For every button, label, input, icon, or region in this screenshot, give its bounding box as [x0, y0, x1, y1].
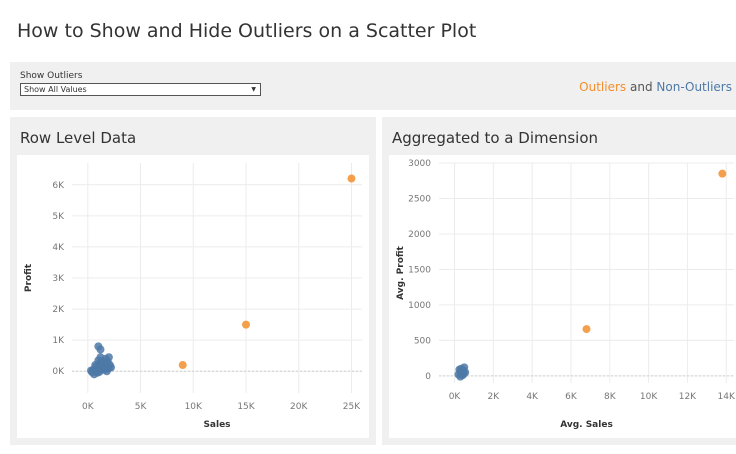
x-tick-label: 6K [565, 392, 578, 402]
x-tick-label: 4K [526, 392, 539, 402]
outlier-point[interactable] [347, 174, 356, 183]
row-level-title: Row Level Data [20, 129, 137, 147]
y-tick-label: 1000 [408, 301, 431, 311]
y-tick-label: 2K [52, 305, 65, 315]
y-tick-label: 500 [414, 336, 431, 346]
row-level-plot-area: 0K 5K 10K 15K 20K 25K 0K 1K 2K 3K 4K 5K 6K Sales Profi… [17, 155, 369, 438]
page-title: How to Show and Hide Outliers on a Scatt… [17, 20, 477, 42]
legend-non-outliers[interactable]: Non-Outliers [656, 80, 732, 94]
x-tick-label: 10K [185, 402, 203, 412]
outlier-point[interactable] [718, 169, 727, 178]
dropdown-value: Show All Values [24, 85, 87, 94]
row-level-scatter-chart[interactable]: 0K 5K 10K 15K 20K 25K 0K 1K 2K 3K 4K 5K 6K Sales Profi… [17, 155, 369, 438]
y-tick-label: 1500 [408, 265, 431, 275]
aggregated-title: Aggregated to a Dimension [392, 129, 599, 147]
y-axis-label: Avg. Profit [396, 245, 406, 299]
aggregated-scatter-chart[interactable]: 0K 2K 4K 6K 8K 10K 12K 14K 0 500 1000 1500 2000 2500 3… [389, 155, 736, 438]
row-level-panel: Row Level Data 0K 5K 10K 15K 20K 25K 0K 1K 2K 3K 4… [10, 117, 376, 445]
y-tick-label: 2500 [408, 194, 431, 204]
x-tick-label: 2K [488, 392, 501, 402]
x-tick-label: 20K [290, 402, 308, 412]
y-tick-label: 6K [52, 181, 65, 191]
y-tick-label: 5K [52, 212, 65, 222]
y-tick-label: 1K [52, 336, 65, 346]
outlier-point[interactable] [178, 361, 187, 370]
x-tick-label: 8K [604, 392, 617, 402]
non-outlier-point[interactable] [96, 345, 105, 354]
legend-outliers[interactable]: Outliers [579, 80, 627, 94]
y-tick-label: 3K [52, 274, 65, 284]
y-tick-label: 2000 [408, 230, 431, 240]
filter-bar: Show Outliers Show All Values ▼ Outliers… [10, 62, 736, 110]
outlier-point[interactable] [582, 325, 591, 334]
x-tick-label: 10K [640, 392, 658, 402]
x-tick-label: 5K [135, 402, 148, 412]
x-tick-label: 14K [718, 392, 736, 402]
y-axis-label: Profit [24, 263, 34, 292]
non-outlier-point[interactable] [97, 357, 106, 366]
aggregated-panel: Aggregated to a Dimension 0K 2K 4K 6K 8K 10K 1… [382, 117, 736, 445]
x-axis-label: Avg. Sales [560, 420, 613, 430]
color-legend: Outliers and Non-Outliers [579, 80, 732, 94]
x-tick-label: 0K [82, 402, 95, 412]
aggregated-plot-area: 0K 2K 4K 6K 8K 10K 12K 14K 0 500 1000 1500 2000 2500 3… [389, 155, 736, 438]
x-axis-label: Sales [203, 420, 230, 430]
y-tick-label: 0K [52, 367, 65, 377]
non-outlier-point[interactable] [107, 363, 116, 372]
outlier-point[interactable] [242, 320, 250, 329]
y-tick-label: 3000 [408, 159, 431, 169]
dropdown-arrow-icon[interactable]: ▼ [251, 86, 256, 93]
legend-and: and [630, 80, 653, 94]
x-tick-label: 25K [343, 402, 361, 412]
x-tick-label: 15K [237, 402, 255, 412]
non-outlier-point[interactable] [94, 364, 103, 373]
x-tick-label: 0K [449, 392, 462, 402]
y-tick-label: 4K [52, 243, 65, 253]
show-outliers-dropdown[interactable]: Show All Values ▼ [20, 83, 261, 96]
x-tick-label: 12K [679, 392, 697, 402]
y-tick-label: 0 [425, 372, 431, 382]
filter-label: Show Outliers [20, 71, 83, 81]
non-outlier-point[interactable] [457, 366, 466, 375]
